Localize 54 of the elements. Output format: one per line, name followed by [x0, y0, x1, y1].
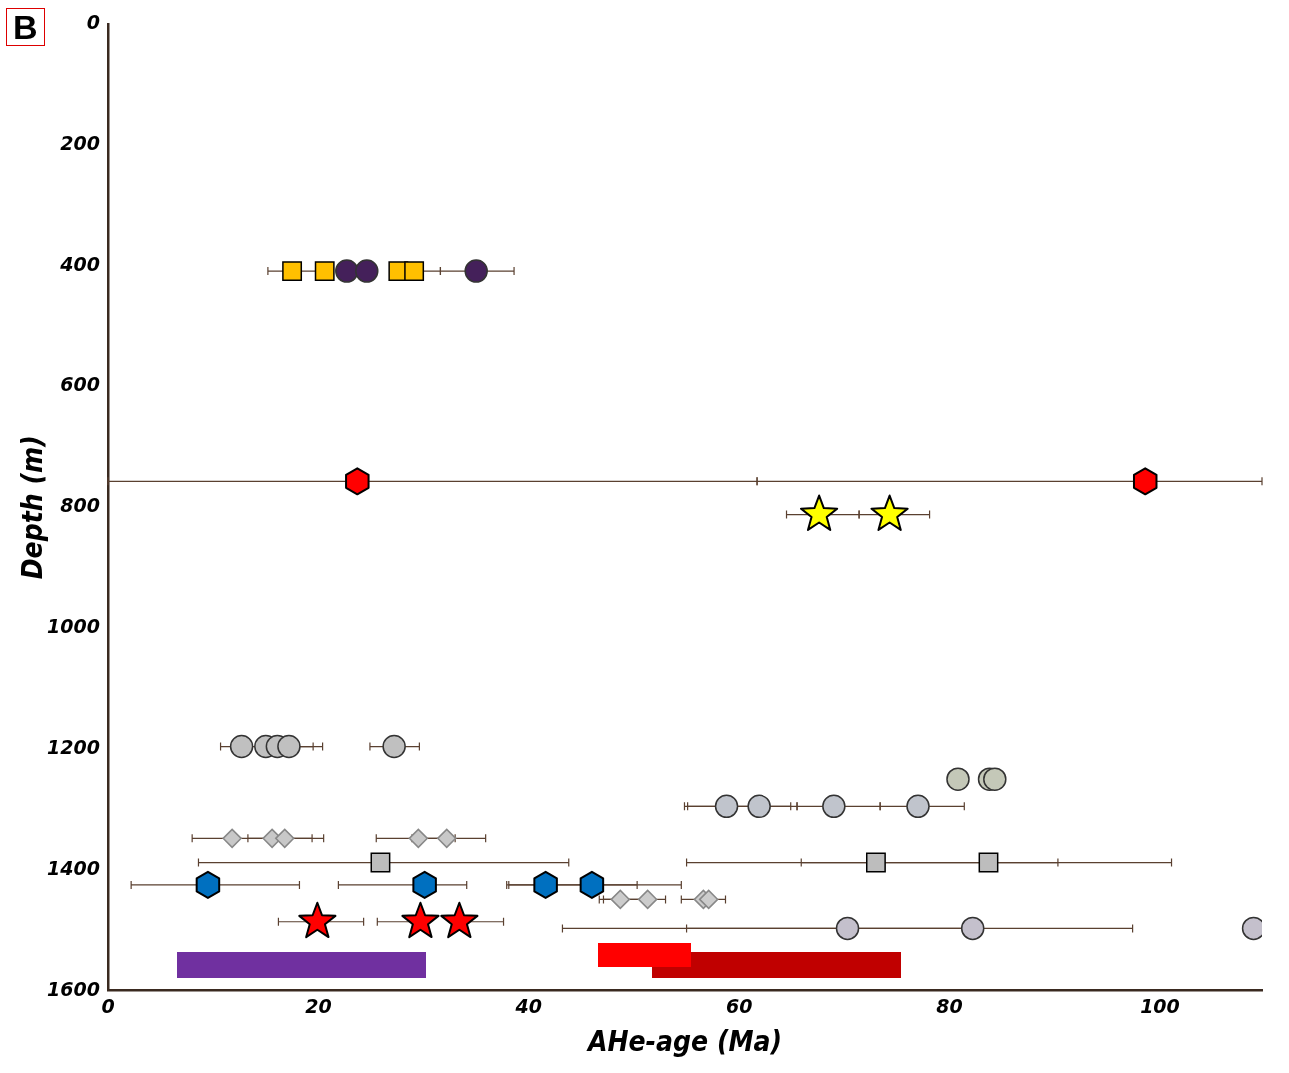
point: [714, 794, 739, 819]
point: [314, 261, 335, 282]
point: [195, 870, 221, 899]
point: [978, 852, 999, 873]
point: [579, 870, 605, 899]
point: [408, 828, 429, 849]
point: [946, 767, 970, 791]
x-tick-label: 60: [725, 994, 753, 1017]
point: [274, 828, 295, 849]
point: [229, 734, 254, 759]
point: [277, 734, 301, 759]
point: [412, 870, 437, 899]
point: [345, 467, 370, 496]
point: [906, 794, 930, 819]
y-tick-label: 600: [60, 373, 100, 396]
point: [404, 261, 425, 282]
point: [533, 870, 558, 899]
point: [282, 261, 303, 282]
point: [822, 794, 846, 819]
x-tick-label: 40: [514, 994, 543, 1017]
x-axis-title: AHe-age (Ma): [585, 1025, 783, 1059]
y-tick-label: 1000: [47, 615, 100, 638]
y-tick-label: 1400: [47, 856, 100, 879]
point: [835, 916, 860, 941]
point: [1132, 467, 1158, 496]
point: [865, 852, 886, 873]
point: [440, 901, 479, 939]
text: B: [6, 8, 45, 46]
point: [960, 916, 985, 941]
point: [355, 259, 379, 283]
point: [464, 259, 488, 283]
y-axis-title: Depth (m): [16, 435, 50, 580]
point: [222, 828, 242, 849]
point: [610, 889, 631, 910]
y-tick-label: 200: [60, 131, 100, 154]
point: [298, 901, 337, 939]
point: [370, 852, 391, 873]
point: [747, 794, 771, 819]
point: [983, 767, 1007, 791]
y-tick-label: 1600: [47, 977, 100, 1000]
point: [335, 259, 359, 283]
x-tick-label: 100: [1140, 994, 1180, 1017]
y-tick-label: 800: [60, 494, 100, 517]
y-tick-label: 400: [59, 252, 100, 275]
point: [401, 901, 440, 939]
x-tick-label: 80: [936, 994, 963, 1017]
x-tick-label: 0: [101, 994, 115, 1017]
y-tick-label: 0: [86, 10, 100, 33]
point: [382, 734, 406, 759]
point: [637, 889, 658, 910]
point: [698, 889, 719, 910]
y-tick-label: 1200: [47, 735, 100, 758]
x-tick-label: 20: [305, 994, 332, 1017]
point: [436, 828, 457, 849]
